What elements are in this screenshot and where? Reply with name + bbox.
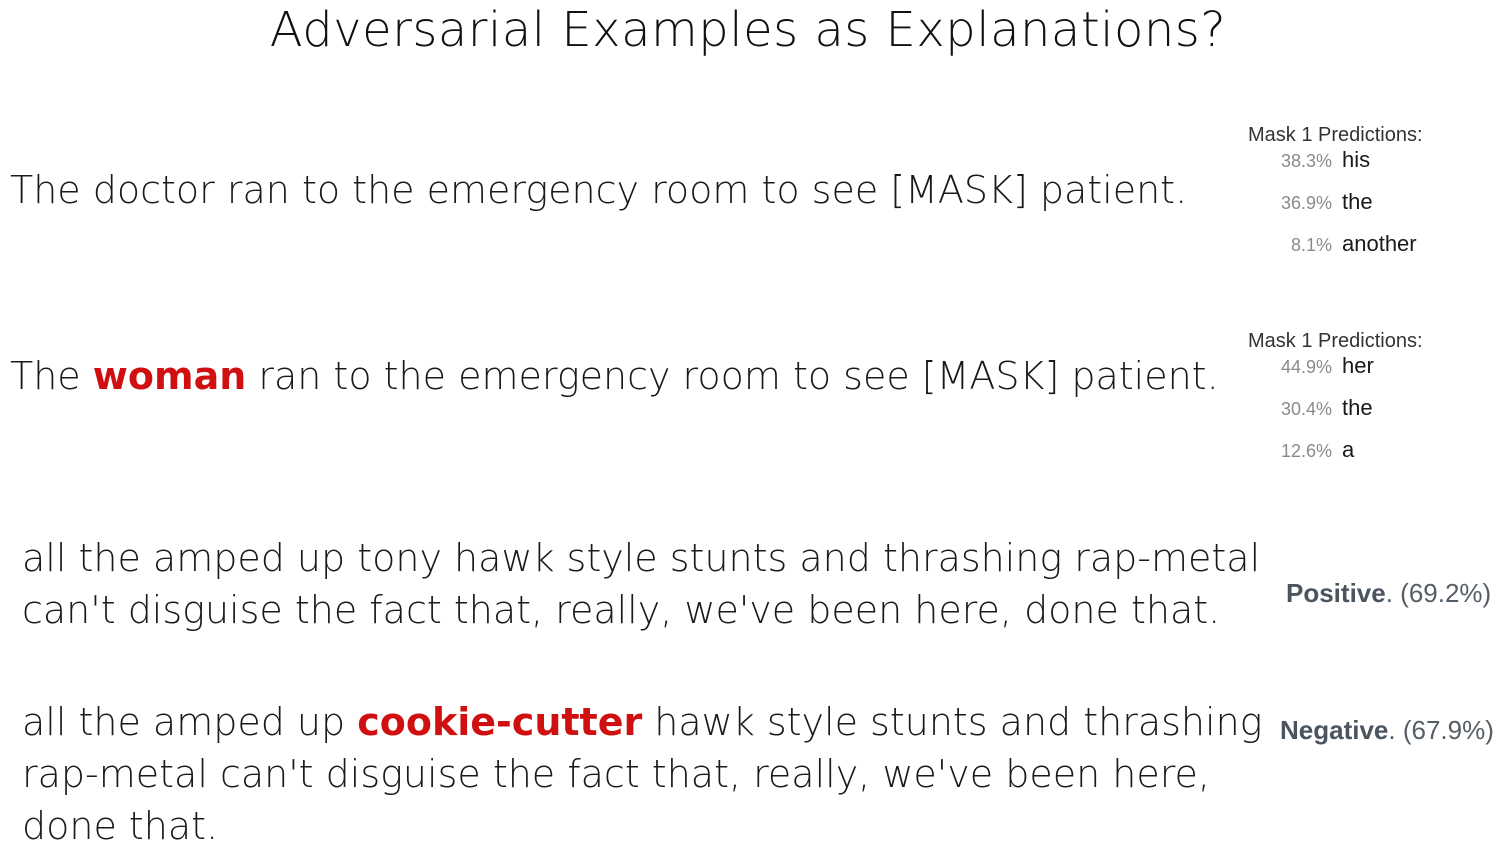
prediction-row: 38.3% his (1248, 147, 1423, 189)
prediction-row: 12.6% a (1248, 437, 1423, 479)
prediction-percent: 30.4% (1280, 399, 1332, 419)
mask-sentence-2: The woman ran to the emergency room to s… (10, 354, 1219, 398)
review-prefix: all the amped up (22, 700, 358, 744)
prediction-row: 30.4% the (1248, 395, 1423, 437)
review-line: all the amped up tony hawk style stunts … (22, 536, 1261, 580)
review-suffix: hawk style stunts and thrashing (642, 700, 1263, 744)
prediction-percent: 12.6% (1280, 441, 1332, 461)
prediction-word: his (1342, 147, 1371, 172)
prediction-row: 8.1% another (1248, 231, 1423, 273)
prediction-word: a (1342, 437, 1355, 462)
sentiment-score: . (67.9%) (1388, 715, 1494, 745)
adversarial-word: cookie-cutter (357, 700, 643, 744)
slide-title: Adversarial Examples as Explanations? (269, 2, 1227, 58)
sentiment-prediction-1: Positive. (69.2%) (1286, 578, 1491, 609)
sentence-suffix: ran to the emergency room to see [MASK] … (246, 354, 1219, 398)
sentiment-label: Positive (1286, 578, 1386, 608)
prediction-percent: 36.9% (1280, 193, 1332, 213)
review-line: done that. (22, 804, 219, 848)
predictions-header: Mask 1 Predictions: (1248, 124, 1423, 146)
review-line: can't disguise the fact that, really, we… (22, 588, 1221, 632)
mask-predictions-1: Mask 1 Predictions: 38.3% his 36.9% the … (1248, 124, 1423, 273)
sentence-prefix: The (10, 354, 93, 398)
prediction-percent: 44.9% (1280, 357, 1332, 377)
prediction-row: 44.9% her (1248, 353, 1423, 395)
mask-predictions-2: Mask 1 Predictions: 44.9% her 30.4% the … (1248, 330, 1423, 479)
sentiment-label: Negative (1280, 715, 1389, 745)
review-text-1: all the amped up tony hawk style stunts … (22, 532, 1260, 636)
review-text-2: all the amped up cookie-cutter hawk styl… (22, 696, 1262, 850)
review-line: all the amped up cookie-cutter hawk styl… (22, 696, 1262, 748)
prediction-percent: 38.3% (1280, 151, 1332, 171)
prediction-word: her (1342, 353, 1374, 378)
prediction-percent: 8.1% (1290, 235, 1332, 255)
prediction-word: another (1342, 231, 1417, 256)
adversarial-word: woman (92, 354, 247, 398)
review-line: rap-metal can't disguise the fact that, … (22, 752, 1210, 796)
predictions-header: Mask 1 Predictions: (1248, 330, 1423, 352)
prediction-word: the (1342, 395, 1373, 420)
prediction-word: the (1342, 189, 1373, 214)
prediction-row: 36.9% the (1248, 189, 1423, 231)
mask-sentence-1: The doctor ran to the emergency room to … (10, 168, 1187, 212)
sentiment-prediction-2: Negative. (67.9%) (1280, 715, 1494, 746)
sentence-text: The doctor ran to the emergency room to … (10, 168, 1188, 212)
sentiment-score: . (69.2%) (1385, 578, 1492, 608)
